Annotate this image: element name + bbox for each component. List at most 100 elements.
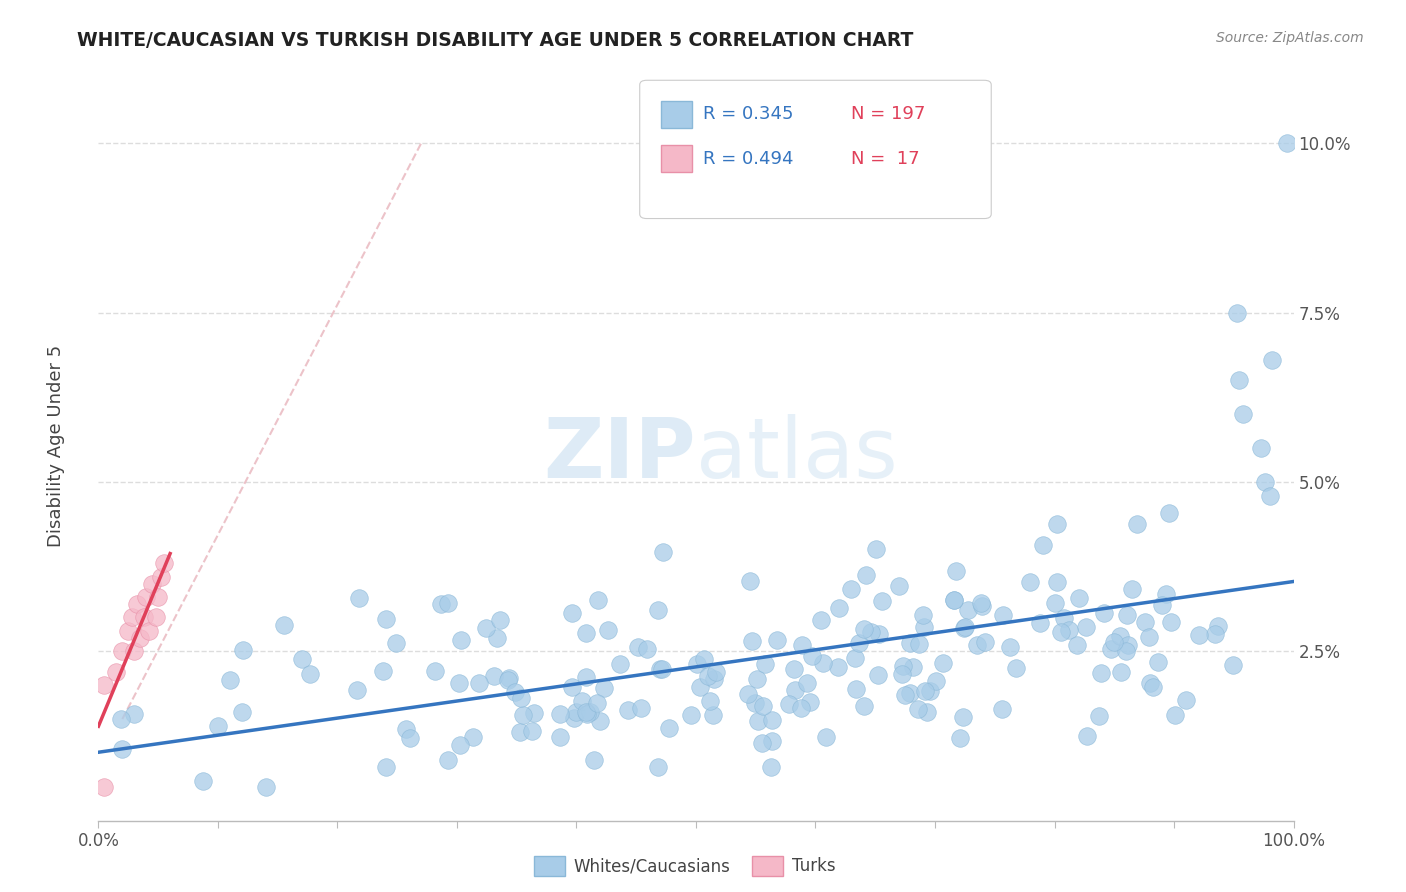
Point — [586, 696, 609, 710]
Point — [1092, 606, 1115, 620]
Point — [761, 734, 783, 748]
Point — [523, 706, 546, 721]
Point — [898, 636, 921, 650]
Point — [482, 669, 505, 683]
Point — [347, 591, 370, 606]
Point — [575, 626, 598, 640]
Point — [790, 701, 813, 715]
Point — [894, 688, 917, 702]
Point — [785, 683, 807, 698]
Point — [759, 760, 782, 774]
Point — [467, 675, 489, 690]
Point — [1109, 629, 1132, 643]
Point — [1154, 587, 1177, 601]
Point — [907, 702, 929, 716]
Point — [949, 731, 972, 745]
Point — [647, 603, 669, 617]
Point — [1090, 666, 1112, 681]
Point — [1067, 591, 1090, 606]
Point — [461, 730, 484, 744]
Point — [1076, 730, 1098, 744]
Point — [855, 567, 877, 582]
Point — [512, 707, 534, 722]
Text: R = 0.494: R = 0.494 — [703, 150, 793, 168]
Point — [1188, 628, 1211, 642]
Text: Disability Age Under 5: Disability Age Under 5 — [48, 345, 65, 547]
Text: Source: ZipAtlas.com: Source: ZipAtlas.com — [1216, 31, 1364, 45]
Point — [1046, 516, 1069, 531]
Point — [974, 634, 997, 648]
Point — [616, 703, 638, 717]
Point — [586, 593, 609, 607]
Point — [796, 676, 818, 690]
Point — [636, 641, 658, 656]
Point — [1258, 489, 1281, 503]
Point — [1116, 638, 1139, 652]
Point — [1250, 441, 1272, 455]
Point — [125, 597, 148, 611]
Point — [952, 710, 974, 724]
Point — [291, 652, 314, 666]
Point — [429, 597, 451, 611]
Point — [346, 683, 368, 698]
Point — [486, 631, 509, 645]
Point — [914, 684, 936, 698]
Point — [254, 780, 277, 794]
Point — [943, 593, 966, 607]
Point — [651, 662, 673, 676]
Point — [925, 673, 948, 688]
Point — [912, 620, 935, 634]
Point — [193, 774, 215, 789]
Point — [815, 731, 838, 745]
Point — [747, 714, 769, 728]
Point — [1152, 598, 1174, 612]
Point — [738, 574, 761, 588]
Point — [1139, 676, 1161, 690]
Point — [868, 627, 890, 641]
Point — [956, 603, 979, 617]
Point — [1164, 707, 1187, 722]
Point — [520, 723, 543, 738]
Point — [991, 702, 1014, 716]
Point — [1260, 353, 1282, 368]
Point — [686, 657, 709, 672]
Point — [1043, 595, 1066, 609]
Point — [231, 705, 253, 719]
Point — [450, 632, 472, 647]
Point — [911, 608, 934, 623]
Point — [751, 736, 773, 750]
Point — [1222, 657, 1244, 672]
Point — [782, 662, 804, 676]
Point — [872, 593, 894, 607]
Point — [969, 596, 991, 610]
Point — [1115, 644, 1137, 658]
Point — [1204, 627, 1226, 641]
Point — [1133, 615, 1156, 629]
Point — [865, 542, 887, 557]
Point — [1232, 407, 1254, 421]
Point — [627, 640, 650, 655]
Point — [138, 624, 160, 638]
Point — [1029, 616, 1052, 631]
Point — [423, 664, 446, 678]
Point — [596, 624, 619, 638]
Point — [945, 564, 967, 578]
Point — [827, 660, 849, 674]
Point — [93, 780, 115, 794]
Point — [111, 644, 134, 658]
Point — [1032, 538, 1054, 552]
Point — [593, 681, 616, 695]
Point — [1142, 680, 1164, 694]
Point — [1160, 615, 1182, 630]
Point — [153, 556, 176, 570]
Point — [1157, 506, 1180, 520]
Point — [436, 597, 458, 611]
Text: R = 0.345: R = 0.345 — [703, 105, 793, 123]
Point — [955, 620, 977, 634]
Point — [1005, 660, 1028, 674]
Text: N =  17: N = 17 — [851, 150, 920, 168]
Point — [754, 657, 776, 672]
Text: ZIP: ZIP — [544, 415, 696, 495]
Text: N = 197: N = 197 — [851, 105, 925, 123]
Point — [1206, 618, 1229, 632]
